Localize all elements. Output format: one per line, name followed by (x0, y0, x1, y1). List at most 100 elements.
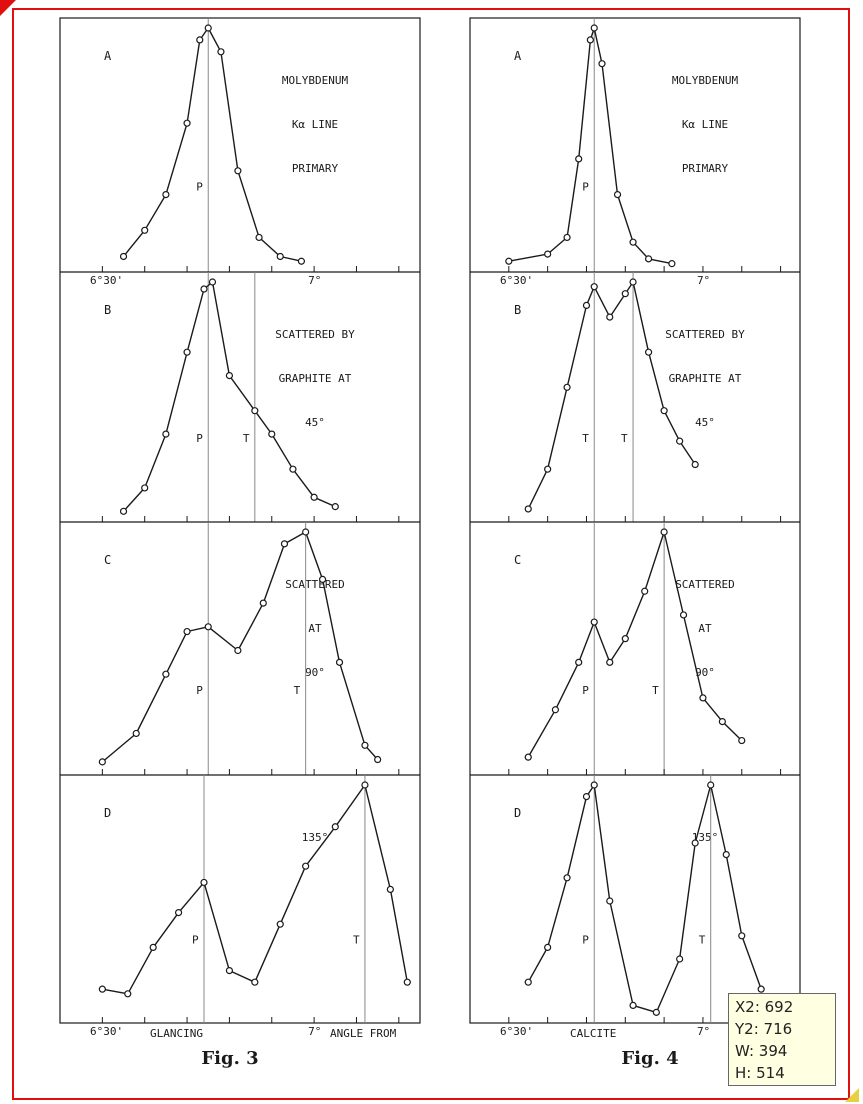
peak-marker-label: T (652, 684, 659, 697)
panel-label: PRIMARY (682, 162, 729, 175)
data-point (644, 255, 653, 263)
data-point (183, 119, 191, 127)
data-point (613, 191, 622, 199)
panel-label: Kα LINE (682, 118, 728, 131)
data-point (124, 990, 132, 998)
panel-letter: D (104, 806, 111, 820)
tooltip-height: H: 514 (735, 1064, 785, 1082)
data-point (200, 285, 208, 293)
data-curve (508, 27, 673, 265)
data-point (660, 407, 668, 415)
data-point (183, 627, 191, 636)
axis-word: GLANCING (150, 1027, 203, 1040)
data-point (217, 48, 225, 56)
data-point (280, 540, 289, 548)
selection-handle-top-left[interactable] (0, 0, 16, 16)
data-point (196, 36, 204, 44)
data-point (629, 238, 637, 246)
panel-label: 45° (695, 416, 715, 429)
data-point (590, 24, 598, 32)
panel-label: AT (698, 622, 712, 635)
panel-label: 135° (302, 831, 329, 844)
data-point (563, 233, 571, 242)
data-point (183, 348, 191, 356)
peak-marker-label: P (196, 432, 203, 445)
selection-info-tooltip: X2: 692 Y2: 716 W: 394 H: 514 (728, 993, 836, 1086)
data-point (268, 430, 276, 438)
tick-label: 6°30' (500, 274, 533, 287)
peak-marker-label: T (582, 432, 589, 445)
data-point (200, 878, 208, 887)
data-point (251, 407, 259, 415)
data-point (582, 301, 591, 309)
data-point (629, 1001, 637, 1010)
data-point (204, 623, 212, 631)
data-point (208, 278, 217, 286)
data-point (641, 587, 649, 595)
data-point (162, 430, 170, 438)
data-point (524, 505, 532, 513)
panel-letter: C (104, 553, 111, 567)
data-point (660, 528, 668, 536)
data-point (149, 943, 157, 952)
panel-letter: B (104, 303, 111, 317)
data-point (361, 781, 369, 789)
figure-frame (59, 17, 421, 1024)
peak-marker-label: T (294, 684, 301, 697)
panel-label: 90° (305, 666, 325, 679)
peak-marker-label: P (582, 934, 589, 947)
data-point (563, 383, 571, 391)
peak-marker-label: T (699, 934, 706, 947)
peak-marker-label: P (582, 684, 589, 697)
data-point (676, 437, 684, 445)
data-point (331, 823, 339, 831)
panel-letter: A (514, 49, 522, 63)
data-point (331, 503, 339, 511)
tooltip-y2: Y2: 716 (735, 1020, 793, 1038)
peak-marker-label: T (243, 432, 250, 445)
data-point (162, 191, 170, 199)
data-curve (102, 784, 408, 995)
axis-word: CALCITE (570, 1027, 616, 1040)
panel-label: SCATTERED BY (275, 328, 355, 341)
panel-label: SCATTERED BY (665, 328, 745, 341)
data-point (551, 706, 560, 714)
data-point (718, 717, 726, 726)
selection-handle-bottom-right[interactable] (845, 1088, 859, 1102)
data-point (335, 658, 344, 666)
data-point (575, 658, 583, 666)
data-point (119, 507, 128, 515)
data-point (606, 897, 614, 905)
figure-caption: Fig. 4 (621, 1048, 678, 1069)
data-point (162, 670, 170, 678)
data-point (544, 250, 552, 258)
tick-label: 7° (697, 274, 710, 287)
data-point (524, 753, 532, 761)
panel-letter: B (514, 303, 521, 317)
tick-label: 6°30' (90, 1025, 123, 1038)
data-point (606, 658, 614, 666)
data-point (644, 348, 653, 356)
peak-marker-label: P (192, 934, 199, 947)
data-point (738, 736, 746, 745)
panel-label: PRIMARY (292, 162, 339, 175)
data-point (251, 978, 259, 986)
data-point (302, 862, 310, 870)
data-curve (527, 281, 696, 510)
data-point (505, 257, 513, 265)
data-point (259, 599, 267, 607)
data-point (524, 978, 532, 986)
data-point (738, 932, 746, 940)
data-point (403, 978, 411, 986)
data-point (722, 850, 730, 859)
data-point (575, 155, 583, 163)
data-point (699, 694, 707, 702)
data-curve (101, 531, 379, 763)
data-point (544, 943, 552, 952)
data-curve (527, 784, 762, 1014)
data-point (297, 257, 306, 265)
panel-label: GRAPHITE AT (669, 372, 742, 385)
panel-letter: A (104, 49, 112, 63)
data-point (676, 955, 684, 963)
